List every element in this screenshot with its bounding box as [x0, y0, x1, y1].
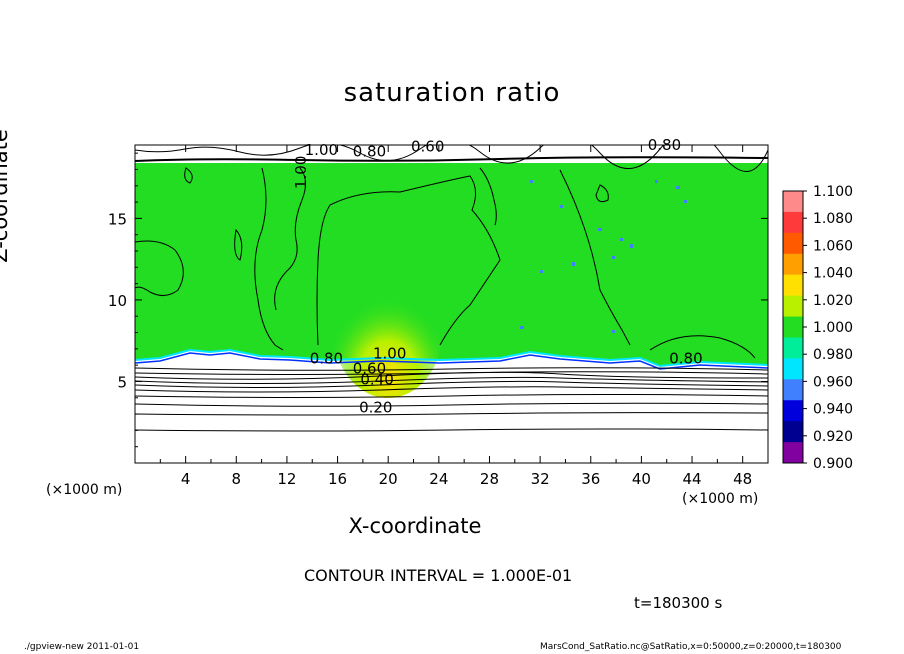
colorbar-label: 1.060: [813, 238, 853, 254]
rim-cyan: [135, 348, 768, 368]
contour-label-text: 0.80: [669, 350, 702, 368]
colorbar-label: 0.900: [813, 456, 853, 472]
x-tick-label: 12: [277, 470, 296, 488]
contour-label-text: 0.60: [353, 359, 386, 377]
colorbar-label: 1.080: [813, 211, 853, 227]
speckles: [520, 180, 687, 333]
contour-label: 1.00: [373, 345, 406, 363]
green-contours: [135, 167, 756, 359]
contour-label: 0.60: [353, 359, 386, 377]
y-tick-label: 5: [117, 373, 127, 391]
x-tick-label: 36: [581, 470, 600, 488]
colorbar-label: 0.920: [813, 429, 853, 445]
colorbar: 1.100 1.080 1.060 1.040 1.020 1.000 0.980 0.960…: [782, 184, 853, 472]
contour-label-text: 0.20: [359, 398, 392, 416]
footer-source: MarsCond_SatRatio.nc@SatRatio,x=0:50000,…: [540, 642, 842, 652]
top-boundary: [135, 156, 768, 162]
contour-label: 0.80: [669, 350, 702, 368]
colorbar-label: 1.040: [813, 266, 853, 282]
supersaturated-bubble: [333, 262, 443, 398]
x-axis-label: X-coordinate: [348, 514, 482, 538]
contour-label: 0.40: [360, 371, 393, 389]
contour-label: 0.80: [353, 142, 386, 160]
x-tick-label: 28: [480, 470, 499, 488]
contour-interval-note: CONTOUR INTERVAL = 1.000E-01: [304, 566, 573, 585]
colorbar-swatch: [783, 316, 803, 338]
colorbar-label: 0.940: [813, 402, 853, 418]
saturated-region: [135, 163, 768, 366]
x-tick-label: 4: [181, 470, 191, 488]
time-label: t=180300 s: [634, 594, 723, 612]
heatmap-field: [135, 145, 768, 463]
colorbar-swatch: [783, 421, 803, 443]
x-tick-label: 48: [733, 470, 752, 488]
colorbar-swatch: [783, 337, 803, 359]
contour-label: 0.60: [411, 138, 444, 156]
lower-contours: [135, 367, 768, 432]
x-axis-ticks: 4 8 12 16 20 24 28 32 36 40 44 48: [159, 145, 752, 488]
colorbar-label: 1.000: [813, 320, 853, 336]
contour-label-text: 1.00: [292, 156, 310, 189]
contour-label: 0.80: [310, 350, 343, 368]
colorbar-swatch: [783, 400, 803, 422]
chart-title: saturation ratio: [343, 78, 561, 108]
colorbar-swatch: [783, 379, 803, 401]
contour-label: 0.20: [359, 398, 392, 416]
colorbar-swatch: [783, 442, 803, 464]
colorbar-swatch: [783, 253, 803, 276]
x-tick-label: 24: [429, 470, 448, 488]
contour-label-text: 0.80: [310, 350, 343, 368]
plot-frame: [134, 144, 769, 464]
x-tick-label: 40: [632, 470, 651, 488]
colorbar-label: 0.980: [813, 347, 853, 363]
contour-labels: 1.00 0.801.000.800.600.400.200.800.60 0.80…: [292, 136, 703, 417]
colorbar-swatch: [783, 232, 803, 255]
colorbar-swatch: [783, 191, 803, 213]
contour-label-text: 1.00: [373, 345, 406, 363]
y-axis-ticks: 5 10 15: [108, 152, 768, 448]
x-tick-label: 32: [531, 470, 550, 488]
rim-blue: [135, 352, 768, 370]
x-tick-label: 8: [232, 470, 242, 488]
contour-label-text: 0.60: [411, 138, 444, 156]
y-tick-label: 15: [108, 210, 127, 228]
x-tick-label: 16: [328, 470, 347, 488]
colorbar-label: 1.020: [813, 293, 853, 309]
x-tick-label: 44: [682, 470, 701, 488]
x-tick-label: 20: [379, 470, 398, 488]
x-axis-unit-right: (×1000 m): [682, 491, 759, 507]
colorbar-swatch: [783, 274, 803, 297]
footer-program: ./gpview-new 2011-01-01: [24, 642, 140, 652]
contour-label: 1.00: [292, 156, 310, 189]
colorbar-label: 1.100: [813, 184, 853, 200]
colorbar-swatch: [783, 211, 803, 234]
contour-label-text: 0.80: [353, 142, 386, 160]
contour-label-text: 0.40: [360, 371, 393, 389]
colorbar-swatch: [783, 295, 803, 318]
x-axis-unit: (×1000 m): [46, 482, 123, 498]
top-contour: [135, 145, 768, 172]
y-tick-label: 10: [108, 292, 127, 310]
colorbar-label: 0.960: [813, 374, 853, 390]
colorbar-swatch: [783, 358, 803, 380]
